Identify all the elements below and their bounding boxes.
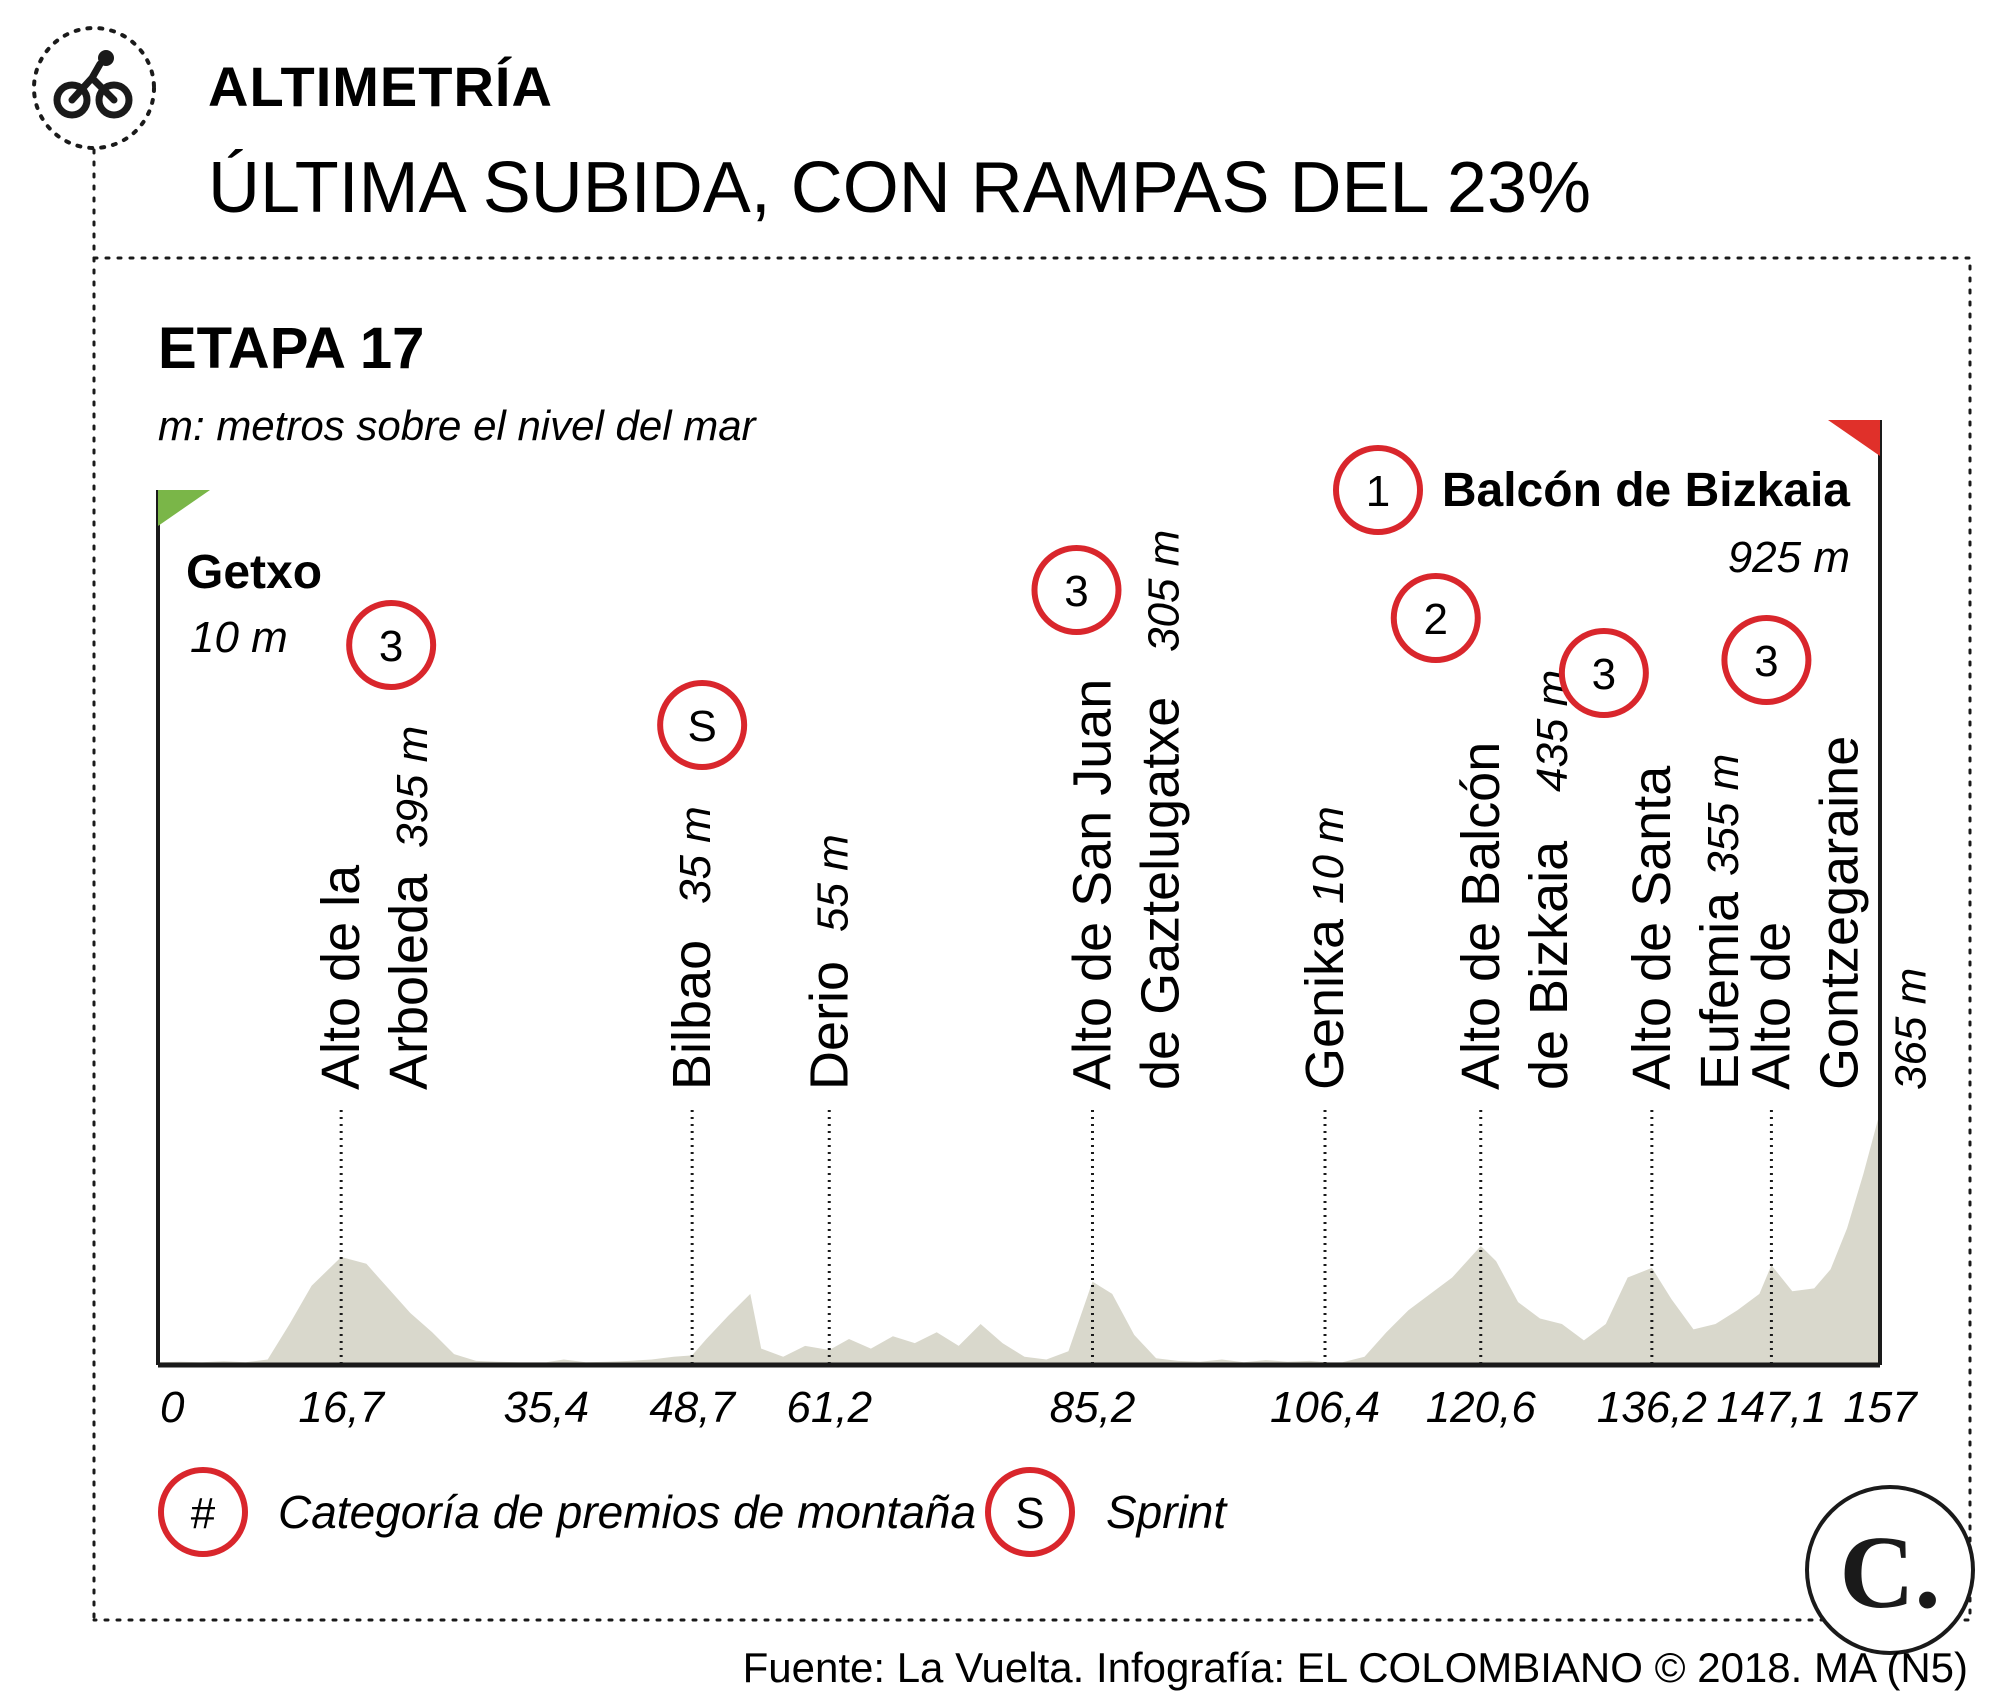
cyclist-icon — [32, 26, 156, 150]
sprint-badge — [657, 680, 748, 770]
legend-sprint-symbol: S — [1015, 1489, 1044, 1538]
legend-sprint-label: Sprint — [1106, 1486, 1228, 1538]
category-badge — [1333, 445, 1423, 535]
location-name: Alto de San Juan — [1062, 679, 1122, 1090]
location-name: Getxo — [186, 546, 322, 599]
category-badge — [1031, 545, 1122, 635]
location-name: Genika — [1295, 918, 1355, 1090]
location-altitude: 355 m — [1699, 754, 1748, 876]
x-tick-label: 0 — [160, 1383, 185, 1432]
x-tick-label: 147,1 — [1716, 1383, 1826, 1432]
legend: # Categoría de premios de montaña S Spri… — [158, 1467, 1228, 1557]
location-altitude: 10 m — [1304, 806, 1353, 904]
logo: C. — [1805, 1485, 1975, 1655]
category-badge — [1721, 615, 1812, 705]
chart-subtitle: m: metros sobre el nivel del mar — [158, 402, 758, 449]
location-altitude: 10 m — [190, 613, 288, 662]
location-name: Derio — [799, 961, 859, 1090]
chart-title: ETAPA 17 — [158, 316, 424, 381]
x-tick-label: 106,4 — [1270, 1383, 1380, 1432]
category-badge-label: 1 — [1366, 467, 1390, 516]
category-badge-label: 3 — [379, 622, 403, 671]
category-badge — [346, 600, 437, 690]
sprint-badge-label: S — [687, 702, 716, 751]
location-name: de Bizkaia — [1519, 840, 1579, 1090]
location-altitude: 35 m — [671, 806, 720, 904]
x-tick-label: 157 — [1843, 1383, 1918, 1432]
source-credit: Fuente: La Vuelta. Infografía: EL COLOMB… — [743, 1644, 1968, 1691]
category-badge — [1390, 573, 1481, 663]
category-badge — [1558, 628, 1649, 718]
category-badge-label: 2 — [1424, 595, 1448, 644]
frame-dotted — [92, 256, 1972, 1622]
location-altitude: 925 m — [1728, 533, 1850, 582]
location-name: Arboleda — [379, 873, 439, 1090]
kicker: ALTIMETRÍA — [208, 55, 553, 118]
location-name: Eufemia — [1690, 891, 1750, 1090]
location-name: Alto de — [1741, 922, 1801, 1090]
x-tick-label: 16,7 — [298, 1383, 385, 1432]
legend-mountain-badge — [158, 1467, 248, 1557]
x-tick-label: 136,2 — [1597, 1383, 1707, 1432]
location-name: Gontzegaraine — [1809, 736, 1869, 1090]
start-flag — [158, 490, 210, 526]
location-name: Alto de Balcón — [1451, 742, 1511, 1090]
location-altitude: 305 m — [1139, 530, 1188, 652]
x-tick-label: 61,2 — [786, 1383, 872, 1432]
category-badge-label: 3 — [1754, 637, 1778, 686]
headline: ÚLTIMA SUBIDA, CON RAMPAS DEL 23% — [208, 148, 1591, 228]
x-tick-label: 35,4 — [503, 1383, 589, 1432]
x-tick-label: 48,7 — [649, 1383, 736, 1432]
legend-mountain-label: Categoría de premios de montaña — [278, 1486, 976, 1538]
elevation-profile-area — [158, 1112, 1880, 1365]
category-badge-label: 3 — [1592, 650, 1616, 699]
category-badge-label: 3 — [1064, 567, 1088, 616]
location-name: Bilbao — [662, 940, 722, 1090]
location-altitude: 365 m — [1886, 968, 1935, 1090]
location-altitude: 55 m — [808, 834, 857, 932]
x-tick-label: 120,6 — [1426, 1383, 1537, 1432]
location-name: Alto de Santa — [1622, 765, 1682, 1090]
location-altitude: 395 m — [388, 726, 437, 848]
legend-mountain-symbol: # — [191, 1489, 216, 1538]
x-tick-label: 85,2 — [1050, 1383, 1136, 1432]
location-name: de Gaztelugatxe — [1130, 697, 1190, 1090]
location-name: Alto de la — [311, 864, 371, 1090]
legend-sprint-badge — [985, 1467, 1075, 1557]
location-name: Balcón de Bizkaia — [1442, 464, 1850, 517]
logo-text: C. — [1839, 1515, 1940, 1630]
finish-flag — [1828, 420, 1880, 456]
chart-layer: 0 16,7 35,4 48,7 61,2 85,2 106,4 120,6 136,2 147,… — [156, 420, 1935, 1432]
